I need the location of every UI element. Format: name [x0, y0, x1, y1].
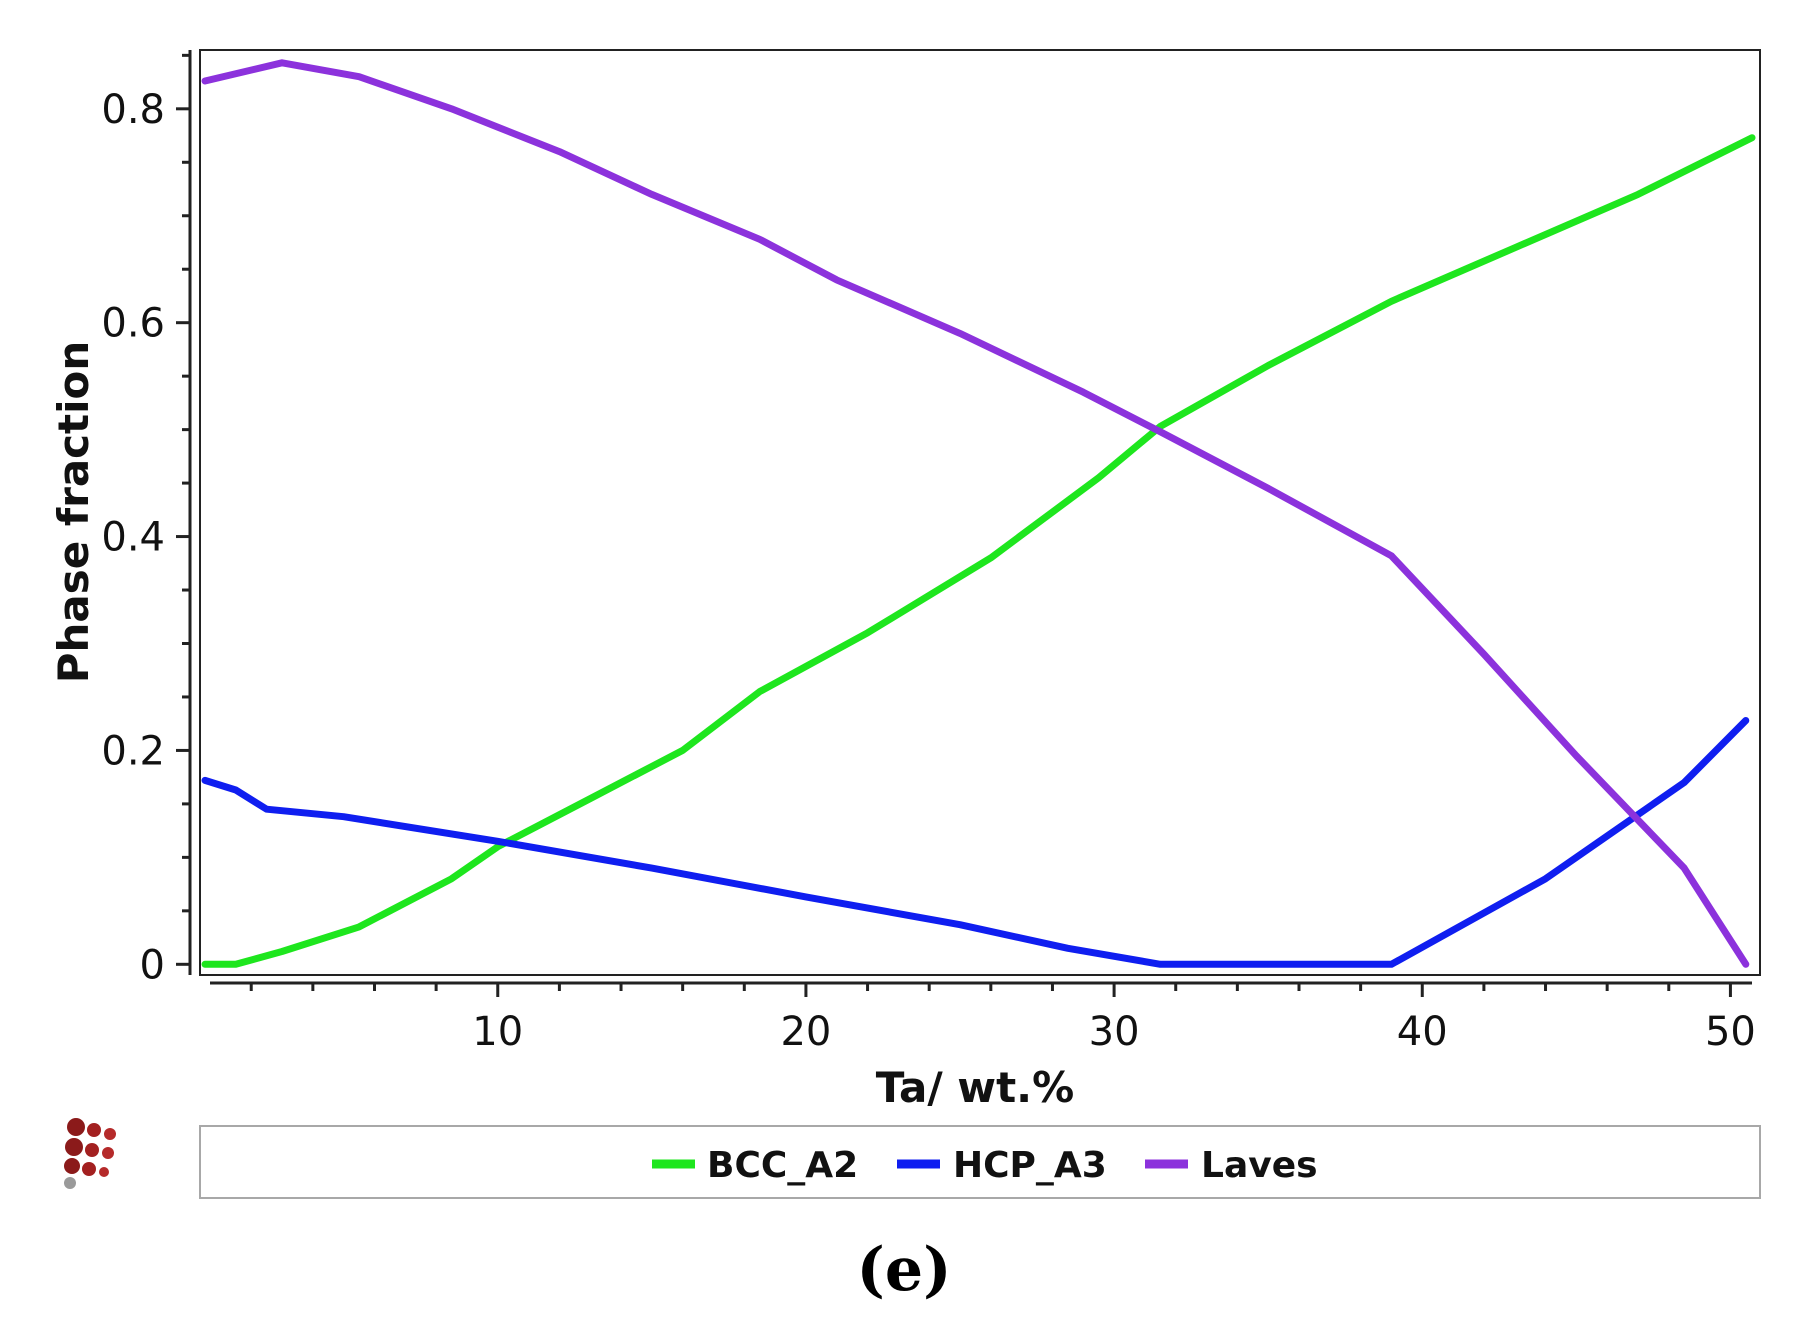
x-ticks: 10 20 30 40 50 [249, 983, 1756, 1055]
series-line-hcp-a3 [201, 717, 1750, 968]
legend-label-laves: Laves [1201, 1145, 1318, 1186]
x-tick-label: 40 [1397, 1009, 1448, 1055]
software-logo-icon [64, 1118, 116, 1189]
y-tick-label: 0.2 [101, 728, 165, 774]
y-tick-label: 0.6 [101, 301, 165, 347]
y-tick-label: 0.8 [101, 87, 165, 133]
plot-area [199, 49, 1761, 976]
x-tick-label: 30 [1089, 1009, 1140, 1055]
panel-label: (e) [857, 1235, 952, 1305]
legend-entry-laves: Laves [1145, 1145, 1318, 1186]
x-tick-label: 10 [472, 1009, 523, 1055]
x-axis-title: Ta/ wt.% [876, 1063, 1074, 1112]
legend-entry-bcc-a2: BCC_A2 [652, 1145, 858, 1186]
legend-box [199, 1125, 1761, 1199]
legend-entry-hcp-a3: HCP_A3 [897, 1145, 1107, 1186]
legend-label-bcc-a2: BCC_A2 [707, 1145, 858, 1186]
y-ticks: 0 0.2 0.4 0.6 0.8 [101, 53, 190, 988]
series-line-bcc-a2 [201, 134, 1756, 968]
legend: BCC_A2 HCP_A3 Laves [199, 1125, 1761, 1199]
series-layer [201, 59, 1756, 968]
y-axis-title: Phase fraction [49, 341, 98, 684]
x-tick-label: 50 [1705, 1009, 1756, 1055]
x-tick-label: 20 [780, 1009, 831, 1055]
y-tick-label: 0.4 [101, 515, 165, 561]
series-line-laves [201, 59, 1750, 968]
legend-label-hcp-a3: HCP_A3 [953, 1145, 1107, 1186]
y-tick-label: 0 [140, 942, 165, 988]
